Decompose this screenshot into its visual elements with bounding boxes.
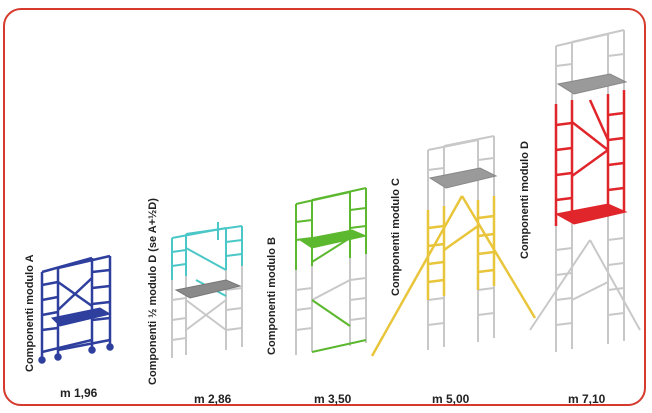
module-c-height: m 5,00 xyxy=(432,392,470,406)
half-module-d-label: Componenti ½ modulo D (se A+½D) xyxy=(147,198,159,385)
module-b-label: Componenti modulo B xyxy=(266,237,278,355)
scaffold-module-c xyxy=(370,135,537,357)
module-a-label: Componenti modulo A xyxy=(24,254,36,372)
panel-border xyxy=(3,8,646,406)
scaffold-module-d xyxy=(529,29,641,352)
module-d-height: m 7,10 xyxy=(568,392,606,406)
scaffold-module-a xyxy=(38,254,114,364)
half-module-d-height: m 2,86 xyxy=(194,392,232,406)
scaffold-module-b xyxy=(295,187,368,355)
module-c-label: Componenti modulo C xyxy=(390,178,402,296)
module-b-height: m 3,50 xyxy=(314,392,352,406)
module-a-height: m 1,96 xyxy=(60,386,98,400)
module-d-label: Componenti modulo D xyxy=(519,141,531,259)
scaffold-half-module-d xyxy=(171,222,243,358)
